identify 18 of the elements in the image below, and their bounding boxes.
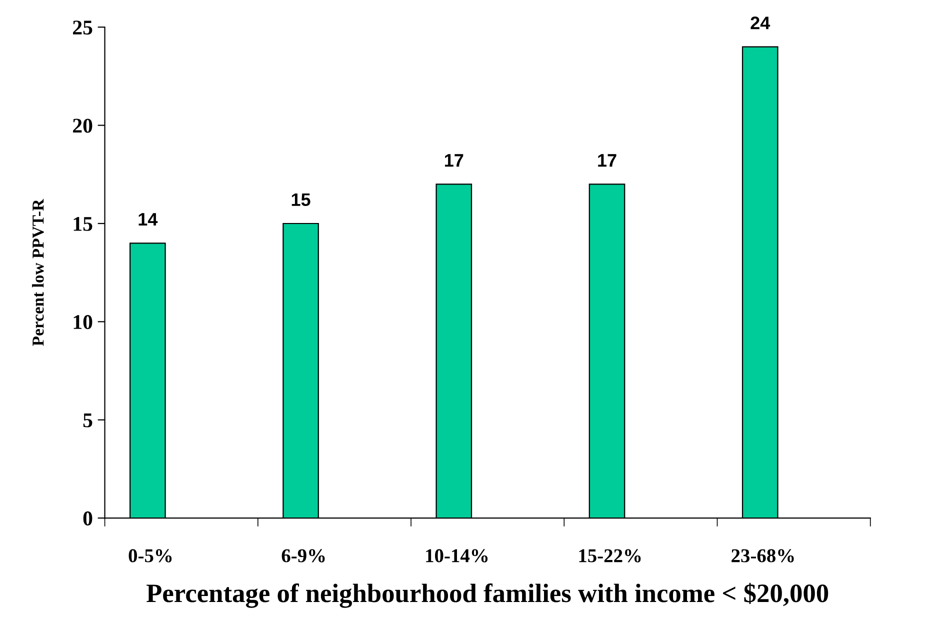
y-tick-label: 25	[73, 20, 92, 35]
x-tick-label: 0-5%	[128, 549, 172, 562]
data-label: 15	[292, 193, 310, 206]
y-tick-label: 5	[83, 413, 92, 428]
data-label: 14	[138, 213, 158, 226]
y-tick-label: 20	[73, 118, 92, 133]
x-tick-label: 15-22%	[579, 549, 641, 562]
y-tick-label: 10	[74, 315, 92, 330]
y-tick-label: 0	[83, 511, 92, 526]
y-axis-title: Percent low PPVT-R	[32, 198, 44, 346]
x-tick-label: 6-9%	[282, 549, 325, 562]
x-tick-label: 23-68%	[732, 549, 794, 562]
data-label: 24	[750, 16, 770, 30]
data-label: 17	[598, 154, 616, 167]
x-axis-title: Percentage of neighbourhood families with income < $20,000	[146, 582, 828, 608]
data-label: 17	[444, 154, 464, 167]
y-tick-label: 15	[74, 216, 92, 231]
x-tick-label: 10-14%	[426, 549, 488, 562]
